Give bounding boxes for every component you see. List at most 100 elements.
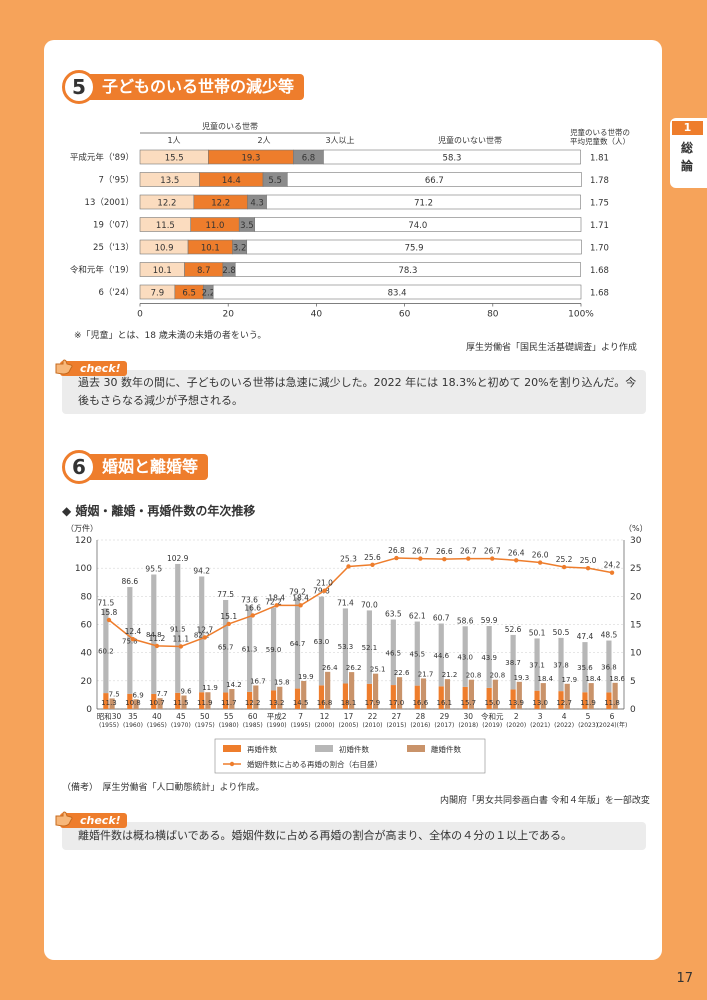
- ratio-label: 26.4: [508, 548, 525, 557]
- ratio-label: 12.4: [125, 627, 142, 636]
- divorce-label: 15.8: [274, 679, 290, 687]
- total-label: 72.2: [265, 597, 282, 606]
- first-marriage-bar: [558, 637, 564, 692]
- x-tick-label: 40: [152, 712, 162, 721]
- remarriage-label: 15.7: [460, 699, 476, 707]
- ratio-label: 25.3: [340, 554, 357, 563]
- x-tick-label: 12: [320, 712, 330, 721]
- ratio-point: [585, 565, 591, 571]
- page-number: 17: [676, 971, 693, 986]
- data-label: 5.5: [268, 176, 282, 186]
- y-tick-label: 0: [86, 705, 92, 715]
- data-label: 11.5: [156, 221, 175, 231]
- first-marriage-label: 82.2: [194, 631, 210, 639]
- total-label: 58.6: [457, 616, 474, 625]
- ratio-point: [202, 635, 207, 640]
- check-box-1: 過去 30 数年の間に、子どものいる世帯は急速に減少した。2022 年には 18…: [62, 370, 646, 414]
- first-marriage-bar: [414, 621, 420, 686]
- ratio-label: 15.1: [220, 612, 237, 621]
- data-label: 12.2: [211, 199, 230, 209]
- divorce-label: 7.7: [157, 690, 168, 698]
- ratio-label: 26.7: [484, 547, 501, 556]
- ratio-label: 25.2: [556, 555, 573, 564]
- check-badge-2: check!: [60, 813, 127, 828]
- remarriage-label: 11.3: [101, 699, 117, 707]
- first-marriage-label: 46.5: [386, 649, 402, 657]
- x-year-label: (2016): [410, 722, 430, 729]
- first-marriage-label: 91.5: [170, 625, 186, 633]
- remarriage-ratio-line: [108, 557, 613, 648]
- total-label: 71.5: [98, 598, 115, 607]
- first-marriage-bar: [223, 599, 229, 693]
- row-label: 令和元年（'19）: [70, 265, 134, 276]
- x-tick-label: 20: [222, 310, 234, 320]
- col-header: 2人: [257, 136, 270, 145]
- legend-box: [214, 738, 486, 774]
- first-marriage-bar: [270, 607, 277, 691]
- remarriage-label: 11.7: [221, 699, 237, 707]
- first-marriage-bar: [318, 596, 325, 686]
- total-label: 102.9: [167, 554, 189, 563]
- section-6-header: 6 婚姻と離婚等: [62, 450, 209, 484]
- first-marriage-bar: [582, 642, 588, 693]
- total-label: 71.4: [337, 598, 354, 607]
- bar-segment: [246, 239, 582, 255]
- data-label: 7.9: [151, 289, 165, 299]
- section-5-header: 5 子どものいる世帯の減少等: [62, 70, 305, 104]
- remarriage-bar: [390, 685, 396, 709]
- divorce-bar: [612, 682, 618, 709]
- avg-value: 1.71: [590, 221, 609, 231]
- data-label: 10.1: [153, 266, 172, 276]
- row-label: 19（'07）: [93, 220, 134, 231]
- data-label: 10.9: [155, 244, 174, 254]
- ratio-point: [130, 636, 136, 642]
- x-year-label: (2021): [530, 722, 550, 729]
- divorce-bar: [325, 671, 331, 709]
- ratio-point: [442, 556, 447, 562]
- y2-tick-label: 30: [630, 536, 642, 546]
- y2-tick-label: 15: [630, 621, 641, 631]
- ratio-label: 12.7: [196, 625, 213, 634]
- divorce-label: 6.9: [133, 691, 144, 699]
- chart-title: ◆ 婚姻・離婚・再婚件数の年次推移: [62, 504, 256, 518]
- first-marriage-label: 36.8: [601, 663, 617, 671]
- remarriage-bar: [462, 686, 468, 709]
- remarriage-bar: [366, 683, 372, 709]
- data-label: 4.3: [250, 199, 264, 209]
- x-tick-label: 22: [368, 712, 378, 721]
- total-label: 50.1: [529, 628, 546, 637]
- total-label: 70.0: [361, 600, 378, 609]
- total-label: 59.9: [481, 616, 498, 625]
- x-year-label: (2015): [386, 722, 406, 729]
- x-tick-label: 55: [224, 712, 234, 721]
- side-tab-label: 総論: [681, 141, 694, 173]
- check-text-2: 離婚件数は概ね横ばいである。婚姻件数に占める再婚の割合が高まり、全体の４分の１以…: [78, 829, 573, 842]
- ratio-label: 11.1: [172, 634, 189, 643]
- divorce-label: 21.2: [442, 671, 458, 679]
- x-tick-label: 40: [311, 310, 323, 320]
- ratio-label: 24.2: [604, 561, 621, 570]
- y2-tick-label: 25: [630, 564, 641, 574]
- check-box-2: 離婚件数は概ね横ばいである。婚姻件数に占める再婚の割合が高まり、全体の４分の１以…: [62, 822, 646, 850]
- divorce-bar: [181, 695, 187, 709]
- remarriage-label: 11.8: [604, 699, 620, 707]
- data-label: 2.8: [222, 266, 236, 276]
- remarriage-bar: [270, 690, 277, 709]
- x-tick-label: 2: [514, 712, 519, 721]
- first-marriage-label: 64.7: [290, 640, 306, 648]
- total-label: 95.5: [145, 565, 162, 574]
- divorce-label: 7.5: [109, 690, 120, 698]
- legend-label: 婚姻件数に占める再婚の割合（右目盛）: [247, 759, 382, 769]
- remarriage-label: 11.9: [197, 699, 213, 707]
- remarriage-label: 17.9: [365, 699, 381, 707]
- ratio-label: 25.0: [580, 556, 597, 565]
- x-tick-label: 27: [392, 712, 402, 721]
- x-year-label: (1975): [195, 722, 215, 729]
- x-tick-label: 3: [538, 712, 543, 721]
- y2-tick-label: 20: [630, 592, 642, 602]
- remarriage-label: 13.2: [269, 699, 285, 707]
- first-marriage-label: 84.8: [146, 631, 162, 639]
- col-header: 1人: [167, 136, 180, 145]
- x-tick-label: 30: [464, 712, 474, 721]
- y-tick-label: 60: [81, 621, 93, 631]
